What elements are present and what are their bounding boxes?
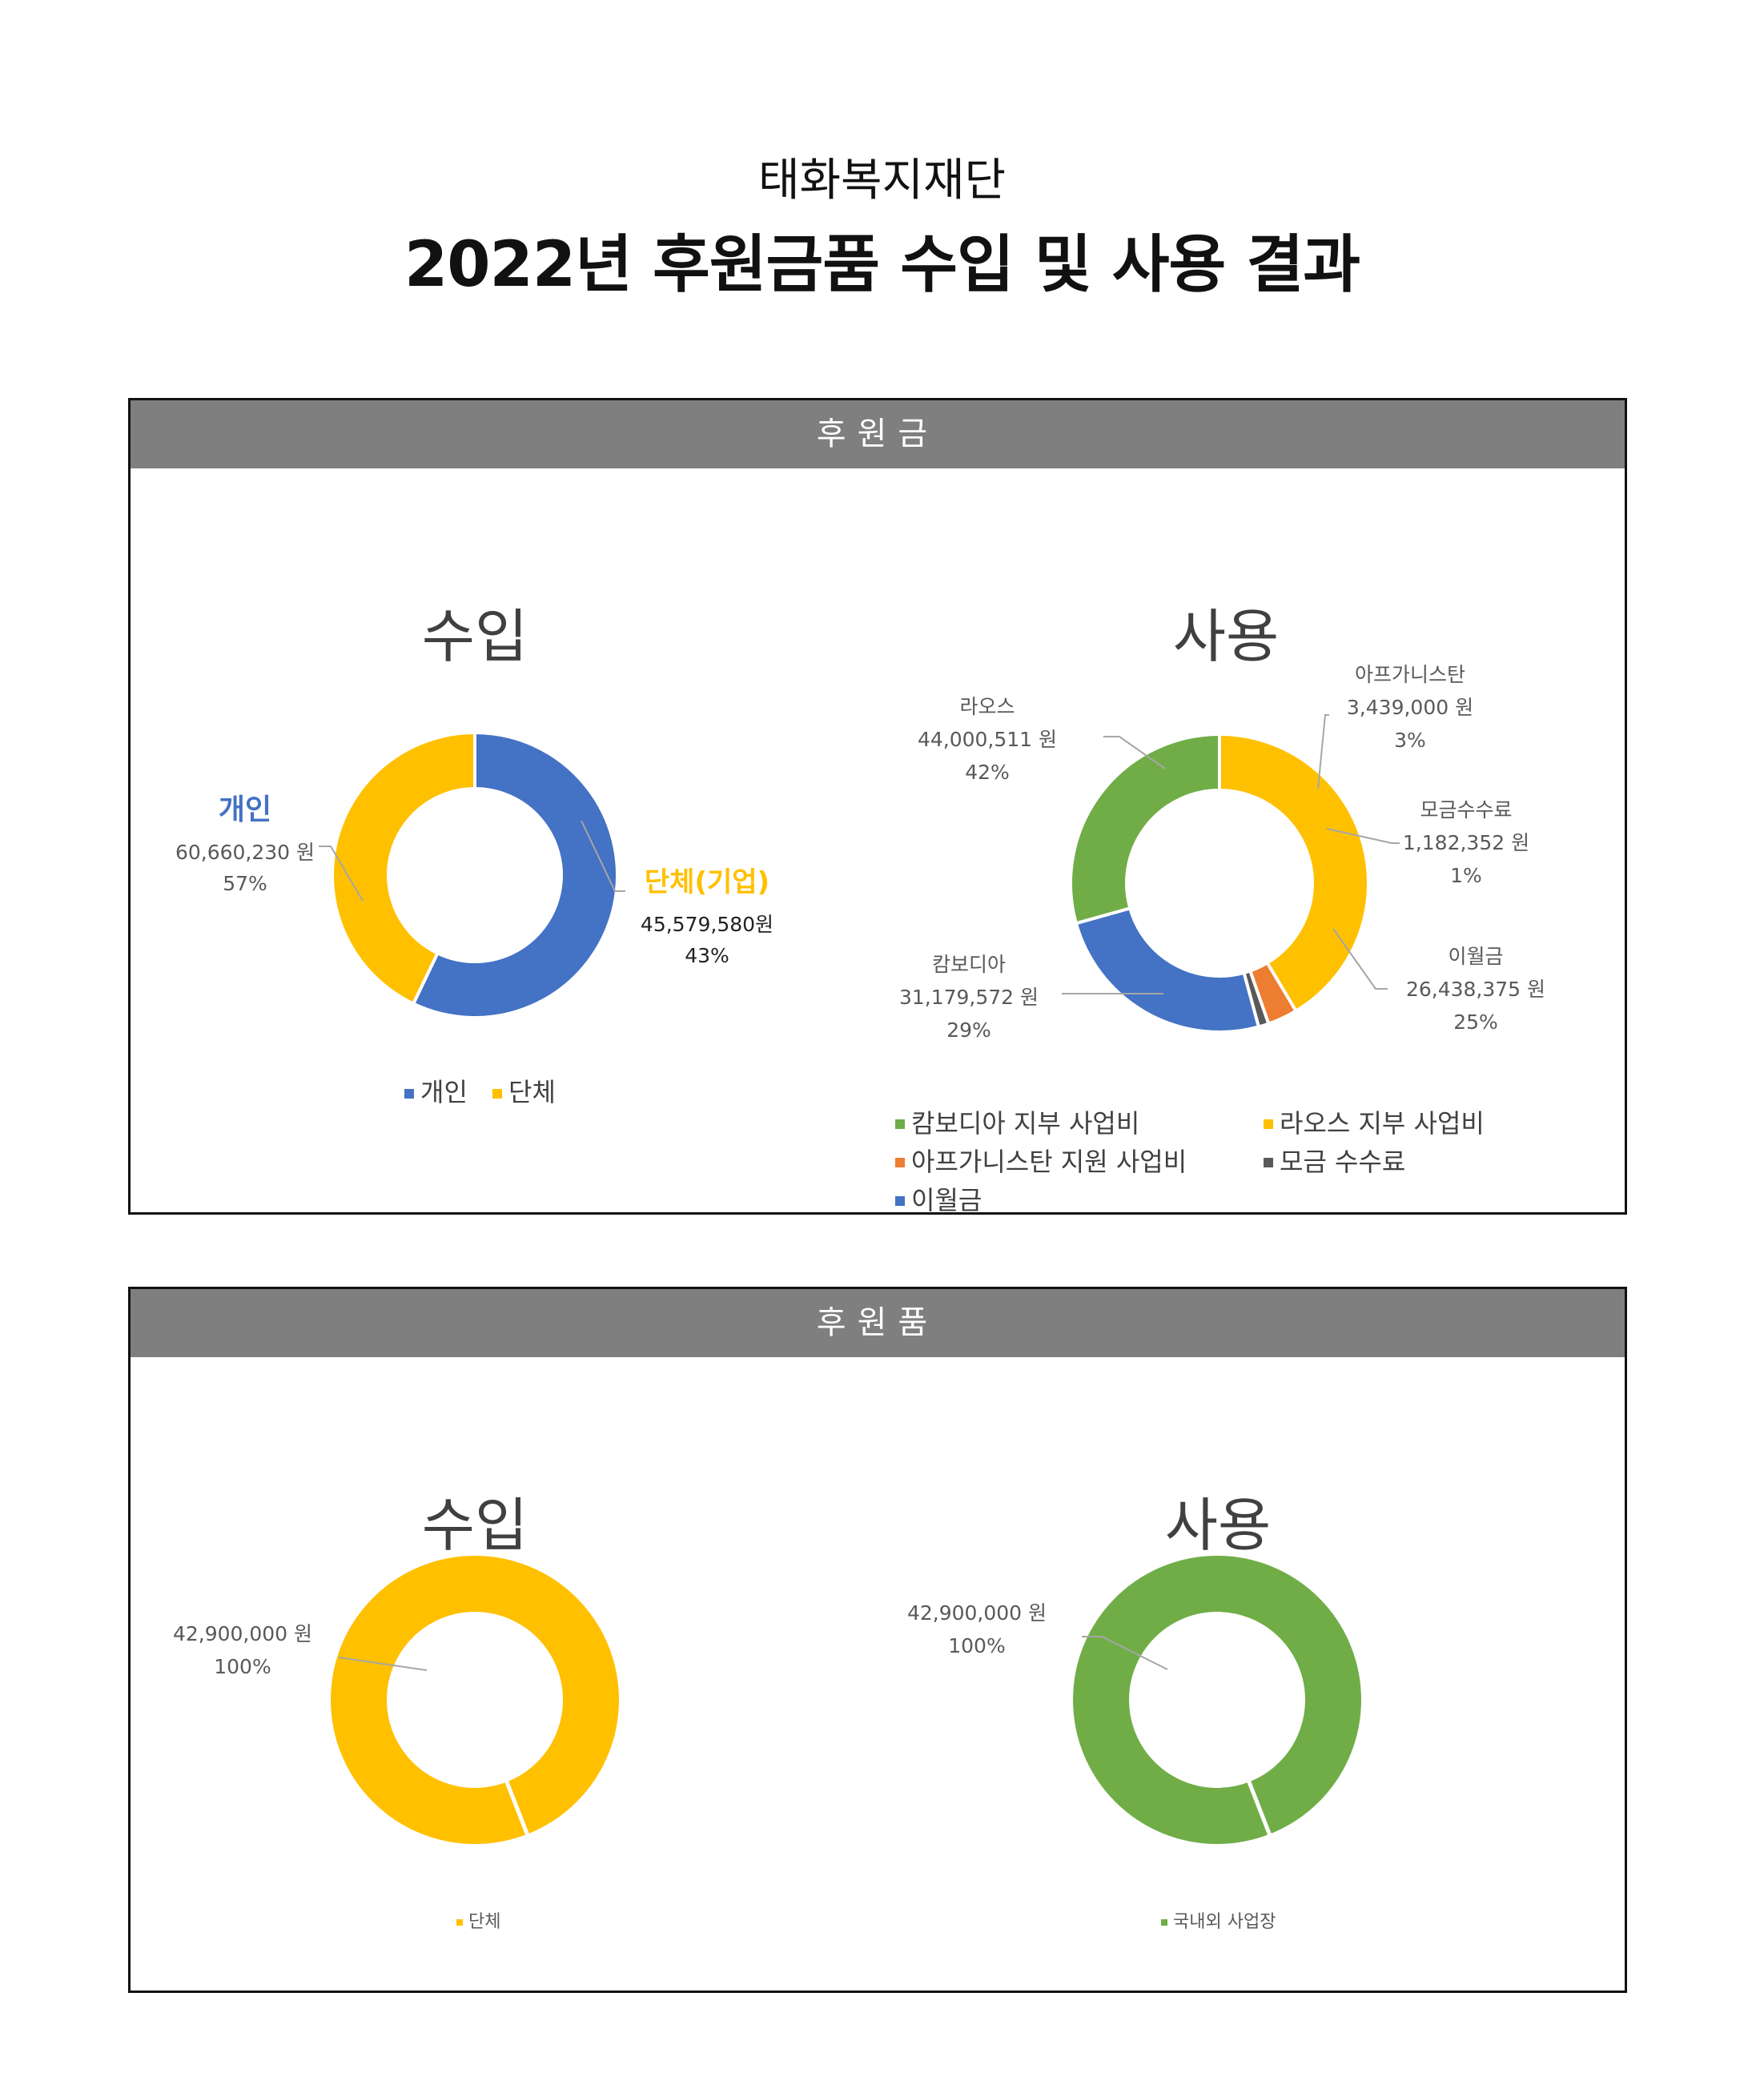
legend-afghanistan: 아프가니스탄 지원 사업비 <box>911 1147 1187 1177</box>
donut-slice-0 <box>1218 733 1370 1013</box>
panel-heading-goods: 후원품 <box>131 1289 1625 1357</box>
money-usage-donut <box>1069 733 1370 1034</box>
label-value-individual: 60,660,230 원 <box>175 841 315 864</box>
goods-charts: 수입 사용 42,900,000 원 100% 42,900,000 원 100… <box>173 1492 1361 1932</box>
leader-line-laos <box>1103 736 1166 769</box>
legend-individual: 개인 <box>420 1077 468 1107</box>
donut-separator <box>504 1779 530 1837</box>
legend-marker-goods-income <box>456 1919 463 1926</box>
leader-line-goods-income <box>338 1657 428 1671</box>
leader-line-afghanistan <box>1317 714 1329 789</box>
legend-goods-income: 단체 <box>468 1912 500 1932</box>
label-title-individual: 개인 <box>219 793 271 826</box>
money-charts: 수입 사용 개인 60,660,230 원 57% 단체(기업) 45,579,… <box>175 603 1545 1215</box>
leader-line-fee <box>1326 828 1400 844</box>
donut-slice-3 <box>1074 906 1260 1034</box>
goods-usage-title: 사용 <box>1165 1492 1271 1559</box>
label-value-goods-income: 42,900,000 원 <box>173 1622 312 1645</box>
label-percent-cambodia: 29% <box>946 1018 991 1042</box>
legend-marker-individual <box>404 1089 414 1099</box>
donut-separator <box>1246 1779 1272 1837</box>
legend-marker-afghanistan <box>895 1158 905 1167</box>
panel-heading-money: 후원금 <box>131 400 1625 468</box>
donut-slice-4 <box>1069 733 1221 926</box>
donation-goods-panel: 후원품 수입 사용 42,900,000 원 100% 42,900,000 원… <box>128 1287 1627 1993</box>
leader-line-carryover <box>1332 928 1388 990</box>
label-title-group: 단체(기업) <box>645 866 769 898</box>
goods-income-donut <box>331 1556 619 1844</box>
leader-line-group <box>581 820 625 892</box>
label-value-fee: 1,182,352 원 <box>1403 831 1529 854</box>
label-value-afghanistan: 3,439,000 원 <box>1347 696 1473 719</box>
legend-marker-laos <box>1264 1119 1273 1129</box>
label-percent-group: 43% <box>685 944 729 967</box>
label-percent-afghanistan: 3% <box>1394 729 1426 752</box>
donut-slice-1 <box>331 731 476 1006</box>
money-income-donut <box>331 731 619 1019</box>
goods-usage-donut <box>1073 1556 1361 1844</box>
legend-laos: 라오스 지부 사업비 <box>1280 1108 1485 1139</box>
money-usage-title: 사용 <box>1173 603 1279 670</box>
label-value-carryover: 26,438,375 원 <box>1406 978 1545 1001</box>
label-title-cambodia: 캄보디아 <box>932 953 1006 976</box>
donut-slice <box>1073 1556 1361 1844</box>
legend-cambodia: 캄보디아 지부 사업비 <box>911 1108 1139 1139</box>
legend-marker-carryover <box>895 1196 905 1206</box>
leader-line-goods-usage <box>1082 1636 1168 1670</box>
legend-group: 단체 <box>508 1077 556 1107</box>
legend-marker-fee <box>1264 1158 1273 1167</box>
money-income-title: 수입 <box>422 603 528 670</box>
label-title-afghanistan: 아프가니스탄 <box>1355 663 1465 686</box>
label-percent-fee: 1% <box>1450 864 1482 887</box>
label-percent-individual: 57% <box>223 872 267 895</box>
donut-slice <box>331 1556 619 1844</box>
label-title-laos: 라오스 <box>959 695 1015 718</box>
label-percent-goods-usage: 100% <box>948 1634 1005 1657</box>
donut-slice-0 <box>412 731 619 1019</box>
page-title: 2022년 후원금품 수입 및 사용 결과 <box>404 229 1360 301</box>
legend-carryover: 이월금 <box>911 1185 982 1212</box>
legend-fee: 모금 수수료 <box>1280 1147 1405 1177</box>
label-value-cambodia: 31,179,572 원 <box>899 986 1039 1009</box>
label-value-laos: 44,000,511 원 <box>918 728 1057 751</box>
label-title-carryover: 이월금 <box>1448 945 1503 968</box>
label-value-goods-usage: 42,900,000 원 <box>907 1601 1047 1625</box>
legend-goods-usage: 국내외 사업장 <box>1173 1912 1276 1932</box>
donation-money-panel: 후원금 수입 사용 개인 60,660,230 원 57% 단체(기업) 45,… <box>128 398 1627 1215</box>
legend-marker-group <box>492 1089 502 1099</box>
label-percent-goods-income: 100% <box>214 1655 271 1678</box>
label-value-group: 45,579,580원 <box>641 913 774 936</box>
label-percent-carryover: 25% <box>1453 1010 1498 1034</box>
legend-marker-cambodia <box>895 1119 905 1129</box>
goods-income-title: 수입 <box>422 1492 528 1559</box>
label-percent-laos: 42% <box>965 761 1010 784</box>
organization-name: 태화복지재단 <box>757 155 1007 207</box>
leader-line-individual <box>319 846 364 902</box>
label-title-fee: 모금수수료 <box>1420 798 1512 822</box>
legend-marker-goods-usage <box>1161 1919 1167 1926</box>
